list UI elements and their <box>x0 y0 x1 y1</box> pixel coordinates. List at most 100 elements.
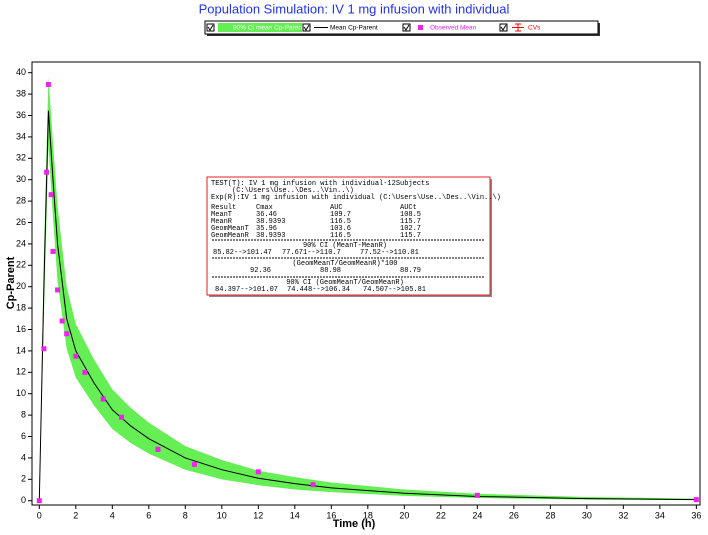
annotation-text: 116.5 <box>330 218 351 226</box>
x-tick-label: 22 <box>436 510 446 520</box>
x-tick-label: 12 <box>253 510 263 520</box>
legend-check <box>500 24 507 31</box>
annotation-text: 88.98 <box>320 267 341 275</box>
x-tick-label: 10 <box>217 510 227 520</box>
observed-point <box>474 492 480 498</box>
observed-point <box>73 353 79 359</box>
legend-checkbox <box>302 23 311 32</box>
annotation-text: 90% CI (MeanT-MeanR) <box>303 242 387 250</box>
x-tick-label: 8 <box>183 510 188 520</box>
annotation-text: 77.671-->110.7 <box>282 249 341 257</box>
annotation-text: 38.9393 <box>256 218 285 226</box>
annotation-text: Result <box>211 204 236 212</box>
x-tick-label: 32 <box>618 510 628 520</box>
y-tick-label: 36 <box>16 110 26 120</box>
y-tick-label: 30 <box>16 174 26 184</box>
annotation-text: 103.6 <box>330 225 351 233</box>
y-tick-label: 0 <box>21 495 26 505</box>
annotation-text: GeomMeanT <box>211 225 249 233</box>
y-tick-label: 40 <box>16 67 26 77</box>
observed-point <box>48 192 54 198</box>
legend-label: Mean Cp-Parent <box>330 25 378 32</box>
legend-label: 90% CI mean Cp-Parent <box>233 25 304 32</box>
annotation-text: 115.7 <box>400 232 421 240</box>
observed-point <box>100 396 106 402</box>
legend-check <box>303 24 310 31</box>
observed-point <box>118 414 124 420</box>
annotation-text: 102.7 <box>400 225 421 233</box>
y-tick-label: 22 <box>16 260 26 270</box>
annotation-text: Cmax <box>256 204 273 212</box>
x-tick-label: 24 <box>472 510 482 520</box>
x-tick-label: 28 <box>545 510 555 520</box>
x-tick-label: 18 <box>363 510 373 520</box>
observed-point <box>44 169 50 175</box>
y-tick-label: 12 <box>16 367 26 377</box>
x-axis-label: Time (h) <box>333 518 376 530</box>
x-tick-label: 30 <box>582 510 592 520</box>
annotation-text: 36.46 <box>256 211 277 219</box>
annotation-text: 115.7 <box>400 218 421 226</box>
y-tick-label: 38 <box>16 88 26 98</box>
legend-label: CVs <box>528 25 541 32</box>
annotation-text: 90% CI (GeomMeanT/GeomMeanR) <box>286 279 404 287</box>
y-tick-label: 16 <box>16 324 26 334</box>
x-tick-label: 26 <box>509 510 519 520</box>
annotation-text: 116.5 <box>330 232 351 240</box>
y-tick-label: 34 <box>16 131 26 141</box>
x-tick-label: 36 <box>691 510 701 520</box>
observed-point <box>693 497 699 503</box>
observed-point <box>36 498 42 504</box>
y-tick-label: 24 <box>16 238 26 248</box>
observed-point <box>64 331 70 337</box>
annotation-box <box>206 176 491 296</box>
y-tick-label: 4 <box>21 452 26 462</box>
observed-point <box>82 369 88 375</box>
x-tick-label: 4 <box>110 510 115 520</box>
x-tick-label: 16 <box>326 510 336 520</box>
y-tick-label: 8 <box>21 409 26 419</box>
x-tick-label: 14 <box>290 510 300 520</box>
x-tick-label: 0 <box>37 510 42 520</box>
annotation-text: 38.9393 <box>256 232 285 240</box>
observed-point <box>55 287 61 293</box>
annotation-text: Exp(R):IV 1 mg infusion with individual … <box>211 194 501 202</box>
annotation-text: 84.397-->101.07 <box>215 286 278 294</box>
y-tick-label: 14 <box>16 345 26 355</box>
legend-errorbar <box>512 23 524 32</box>
y-tick-label: 10 <box>16 388 26 398</box>
annotation-text: 74.448-->106.34 <box>287 286 350 294</box>
legend-checkbox <box>402 23 411 32</box>
observed-point <box>310 482 316 488</box>
x-tick-label: 2 <box>73 510 78 520</box>
legend-marker <box>418 25 423 30</box>
observed-point <box>255 469 261 475</box>
x-tick-label: 34 <box>655 510 665 520</box>
annotation-text: 35.96 <box>256 225 277 233</box>
annotation-text: 92.36 <box>250 267 271 275</box>
observed-point <box>41 346 47 352</box>
x-tick-label: 6 <box>146 510 151 520</box>
annotation-text: 88.79 <box>400 267 421 275</box>
legend-swatch <box>218 23 302 32</box>
legend-label: Observed Mean <box>430 25 477 32</box>
observed-point <box>155 446 161 452</box>
annotation-text: AUCt <box>400 204 417 212</box>
annotation-text: MeanT <box>211 211 232 219</box>
observed-point <box>45 81 51 87</box>
y-tick-label: 32 <box>16 153 26 163</box>
mean-line <box>38 110 697 501</box>
legend-check <box>403 24 410 31</box>
annotation-text: MeanR <box>211 218 233 226</box>
y-tick-label: 26 <box>16 217 26 227</box>
x-tick-label: 20 <box>399 510 409 520</box>
annotation-text: 108.5 <box>400 211 421 219</box>
observed-point <box>50 248 56 254</box>
legend-check <box>207 24 214 31</box>
annotation-text: (GeomMeanT/GeomMeanR)*100 <box>292 260 397 268</box>
annotation-text: TEST(T): IV 1 mg infusion with individua… <box>211 180 429 188</box>
annotation-text: AUC <box>330 204 343 212</box>
chart-title: Population Simulation: IV 1 mg infusion … <box>199 1 510 16</box>
annotation-text: 77.52-->110.01 <box>360 249 419 257</box>
